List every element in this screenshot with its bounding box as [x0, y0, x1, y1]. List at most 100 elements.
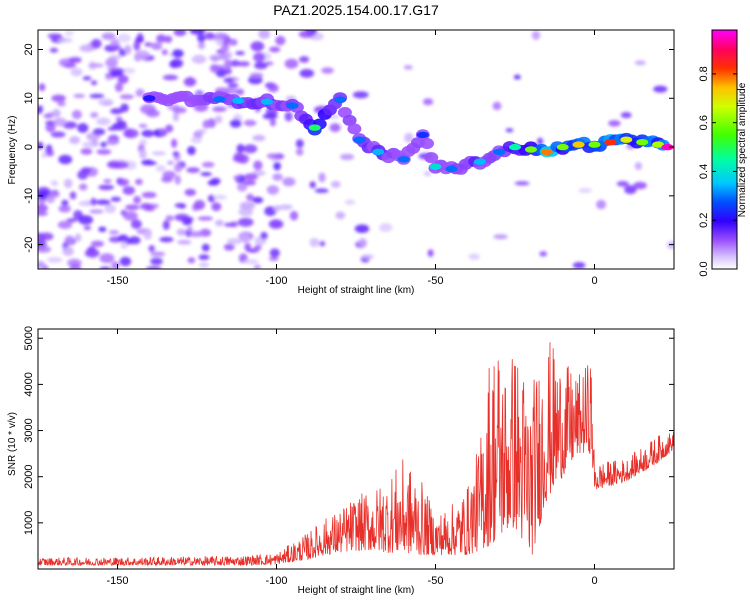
noise-blob	[70, 68, 83, 77]
noise-blob	[329, 123, 341, 133]
noise-blob	[57, 37, 73, 43]
ridge-peak	[353, 136, 366, 143]
noise-blob	[254, 61, 268, 70]
noise-blob	[100, 141, 107, 148]
noise-blob	[269, 46, 281, 53]
noise-blob	[289, 210, 299, 221]
noise-blob	[66, 218, 78, 223]
noise-blob	[212, 106, 227, 113]
noise-blob	[123, 211, 138, 221]
noise-blob	[653, 85, 668, 93]
noise-blob	[269, 248, 280, 258]
noise-blob	[213, 32, 228, 42]
noise-blob	[95, 199, 111, 205]
noise-blob	[358, 238, 368, 248]
noise-blob	[125, 204, 140, 211]
noise-blob	[186, 167, 200, 174]
noise-blob	[78, 183, 88, 191]
noise-blob	[253, 52, 266, 63]
noise-blob	[51, 94, 66, 103]
ridge-peak	[372, 148, 385, 156]
noise-blob	[99, 266, 111, 269]
noise-blob	[46, 257, 63, 263]
noise-blob	[354, 224, 370, 233]
noise-blob	[243, 173, 258, 181]
noise-blob	[49, 47, 59, 53]
noise-blob	[319, 240, 326, 247]
y-tick-label: 0	[23, 144, 35, 150]
noise-blob	[198, 254, 210, 261]
noise-blob	[48, 191, 60, 198]
noise-blob	[169, 60, 180, 69]
noise-blob	[162, 220, 170, 231]
noise-blob	[150, 257, 163, 265]
noise-blob	[200, 172, 212, 177]
noise-blob	[260, 231, 268, 240]
noise-blob	[106, 160, 121, 169]
noise-blob	[41, 152, 48, 158]
noise-blob	[539, 251, 547, 257]
noise-blob	[196, 129, 207, 134]
noise-blob	[531, 30, 541, 40]
noise-blob	[117, 178, 130, 187]
noise-blob	[97, 98, 114, 106]
ridge-peak	[143, 95, 156, 102]
noise-blob	[273, 161, 281, 171]
ridge-peak	[308, 124, 321, 131]
noise-blob	[110, 45, 122, 50]
noise-blob	[252, 196, 264, 204]
noise-blob	[226, 238, 242, 245]
noise-blob	[171, 138, 178, 148]
noise-blob	[89, 93, 105, 99]
noise-blob	[38, 141, 44, 150]
noise-blob	[38, 260, 46, 269]
noise-blob	[134, 37, 144, 43]
y-tick-label: 1000	[23, 511, 35, 535]
noise-blob	[271, 220, 280, 227]
noise-blob	[340, 153, 355, 161]
spectrogram-ridge	[142, 90, 674, 175]
noise-blob	[73, 93, 86, 98]
snr-y-ticks: 1000 2000 3000 4000 5000	[23, 326, 674, 535]
ridge-peak	[509, 143, 521, 151]
noise-blob	[58, 154, 73, 165]
noise-blob	[620, 112, 632, 119]
noise-blob	[172, 106, 187, 114]
snr-frame	[37, 328, 675, 570]
noise-blob	[230, 60, 240, 67]
noise-blob	[239, 233, 251, 243]
noise-blob	[309, 181, 316, 189]
ridge-peak	[588, 141, 601, 148]
noise-blob	[207, 180, 219, 186]
y-tick-label: -20	[23, 237, 35, 253]
noise-blob	[57, 101, 66, 107]
x-tick-label: -50	[428, 275, 444, 287]
noise-blob	[139, 149, 147, 159]
ridge-peak	[445, 165, 458, 173]
noise-blob	[117, 74, 129, 84]
noise-blob	[90, 112, 99, 118]
noise-blob	[230, 119, 242, 128]
noise-blob	[83, 225, 92, 231]
noise-blob	[68, 57, 82, 63]
noise-blob	[262, 113, 278, 120]
spectrogram-y-axis-title: Frequency (Hz)	[7, 116, 18, 185]
chart-title: PAZ1.2025.154.00.17.G17	[273, 2, 439, 18]
noise-blob	[104, 204, 117, 214]
noise-blob	[201, 243, 210, 252]
noise-blob	[165, 215, 175, 222]
noise-blob	[596, 199, 607, 210]
noise-blob	[246, 193, 255, 201]
noise-blob	[64, 235, 75, 245]
noise-blob	[616, 181, 629, 187]
noise-blob	[103, 179, 112, 184]
noise-blob	[162, 74, 178, 81]
noise-blob	[223, 243, 235, 251]
noise-blob	[264, 206, 277, 217]
noise-blob	[186, 76, 194, 87]
ridge-peak	[429, 163, 442, 170]
noise-blob	[252, 134, 266, 142]
snr-panel: -150 -100 -50 0 1000 2000 3000 4000 5000 Height…	[7, 326, 675, 596]
noise-blob	[69, 136, 81, 145]
noise-blob	[125, 128, 133, 138]
